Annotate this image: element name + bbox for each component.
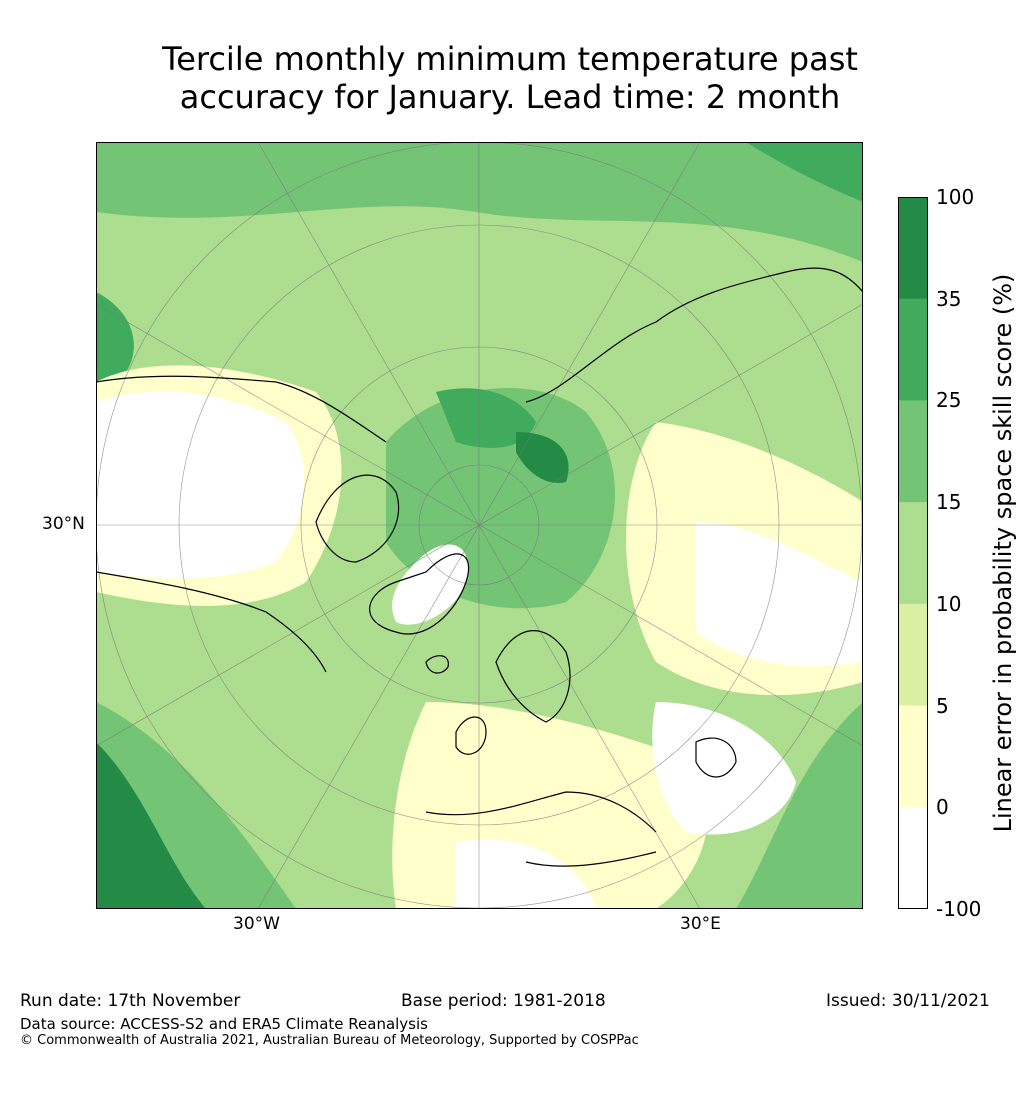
base-period: Base period: 1981-2018 (401, 991, 606, 1011)
colorbar-swatches (898, 197, 928, 910)
colorbar-tick-label: 35 (936, 286, 962, 311)
colorbar-swatch-4 (898, 603, 928, 707)
copyright: © Commonwealth of Australia 2021, Austra… (20, 1033, 639, 1048)
coast-caspian (695, 737, 737, 778)
map-canvas (96, 142, 863, 909)
chart-title: Tercile monthly minimum temperature past… (0, 40, 1020, 116)
meridian-150 (96, 303, 863, 747)
colorbar-tick-label: 10 (936, 591, 962, 616)
region-north-america-white (96, 391, 305, 579)
colorbar-label-text: Linear error in probability space skill … (989, 273, 1017, 833)
region-siberia-high-skill (516, 432, 569, 483)
colorbar-tick-label: 25 (936, 388, 962, 413)
title-line-2: accuracy for January. Lead time: 2 month (179, 78, 841, 116)
run-date: Run date: 17th November (20, 991, 241, 1011)
colorbar (898, 197, 928, 910)
colorbar-swatch-3 (898, 502, 928, 605)
colorbar-swatch-6 (898, 807, 928, 910)
colorbar-frame (898, 197, 928, 909)
colorbar-swatch-1 (898, 298, 928, 401)
lat-label-30n: 30°N (42, 514, 85, 534)
coast-greenland (369, 553, 470, 635)
region-africa-white (456, 839, 596, 909)
issued-date: Issued: 30/11/2021 (826, 991, 990, 1011)
coastlines (96, 267, 863, 867)
colorbar-tick-label: 0 (936, 795, 949, 820)
region-asia-white (696, 522, 863, 666)
coast-europe-south (425, 791, 657, 867)
region-bottom-right (736, 702, 863, 909)
colorbar-tick-label: 100 (936, 185, 975, 209)
coast-british-isles (455, 716, 487, 755)
polar-map (96, 142, 863, 909)
region-arctic-high-skill (436, 388, 536, 448)
title-line-1: Tercile monthly minimum temperature past (162, 40, 858, 78)
colorbar-tick-label: -100 (936, 897, 982, 921)
coast-north-america (96, 375, 387, 673)
lon-label-30e: 30°E (680, 914, 721, 934)
region-greenland-ice (392, 544, 468, 625)
coast-iceland (425, 655, 449, 674)
coast-canadian-arctic (315, 474, 400, 563)
map-frame (96, 142, 863, 909)
region-bottom-left-dark (96, 742, 206, 909)
region-top-right-dark (746, 142, 863, 202)
colorbar-tick-label: 5 (936, 693, 949, 718)
data-source: Data source: ACCESS-S2 and ERA5 Climate … (20, 1015, 428, 1033)
region-north-ocean (96, 142, 863, 262)
lon-label-30w: 30°W (233, 914, 280, 934)
coast-scandinavia (495, 630, 571, 723)
colorbar-swatch-0 (898, 197, 928, 300)
colorbar-swatch-5 (898, 705, 928, 808)
colorbar-tick-label: 15 (936, 490, 962, 515)
region-central-asia-white (652, 702, 796, 835)
coast-eurasia-north (525, 267, 863, 403)
colorbar-swatch-2 (898, 400, 928, 503)
